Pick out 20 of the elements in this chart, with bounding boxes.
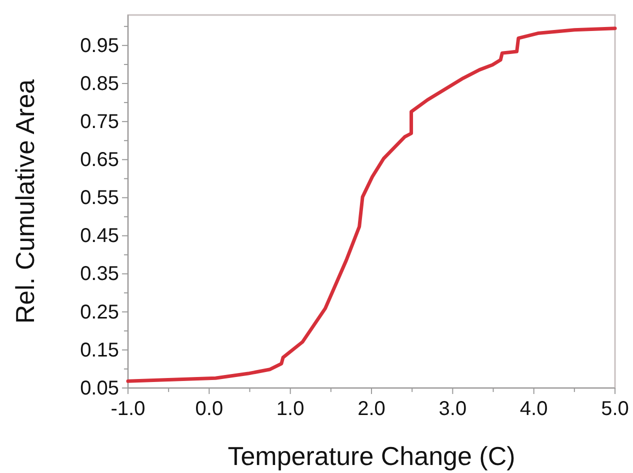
y-tick-label: 0.85 <box>80 72 119 95</box>
x-tick-label: 2.0 <box>358 398 386 420</box>
y-axis-title: Rel. Cumulative Area <box>10 78 40 324</box>
y-tick-label: 0.35 <box>80 263 119 286</box>
x-axis-title: Temperature Change (C) <box>228 441 516 471</box>
y-tick-label: 0.15 <box>80 339 119 362</box>
y-tick-label: 0.55 <box>80 187 119 210</box>
y-tick-label: 0.05 <box>80 377 119 400</box>
x-tick-label: 3.0 <box>438 398 467 420</box>
y-tick-label: 0.95 <box>80 34 119 57</box>
x-tick-label: 4.0 <box>520 398 548 420</box>
x-tick-label: 0.0 <box>195 398 224 420</box>
y-tick-label: 0.25 <box>80 301 119 324</box>
y-tick-label: 0.65 <box>80 149 119 172</box>
y-tick-label: 0.45 <box>80 225 119 248</box>
y-tick-label: 0.75 <box>80 110 119 133</box>
x-tick-label: -1.0 <box>110 398 146 420</box>
line-series <box>126 26 617 383</box>
x-tick-label: 5.0 <box>601 398 629 420</box>
x-tick-label: 1.0 <box>276 398 304 420</box>
